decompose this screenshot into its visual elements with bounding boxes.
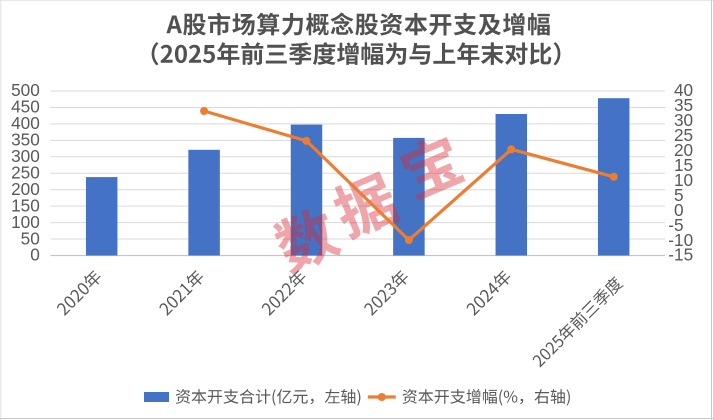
svg-text:150: 150: [11, 195, 40, 215]
svg-text:250: 250: [11, 162, 40, 182]
svg-text:15: 15: [674, 155, 693, 175]
svg-text:400: 400: [11, 113, 40, 133]
svg-text:5: 5: [674, 185, 684, 205]
svg-text:10: 10: [674, 170, 693, 190]
svg-text:20: 20: [674, 140, 693, 160]
svg-text:0: 0: [30, 245, 40, 265]
svg-text:200: 200: [11, 179, 40, 199]
svg-text:-15: -15: [668, 245, 693, 265]
svg-text:25: 25: [674, 125, 693, 145]
svg-text:-10: -10: [668, 230, 693, 250]
svg-text:350: 350: [11, 130, 40, 150]
svg-text:40: 40: [674, 80, 693, 100]
svg-text:100: 100: [11, 212, 40, 232]
svg-text:450: 450: [11, 97, 40, 117]
svg-text:500: 500: [11, 80, 40, 100]
svg-text:50: 50: [21, 228, 40, 248]
svg-text:0: 0: [674, 200, 684, 220]
svg-text:300: 300: [11, 146, 40, 166]
svg-text:35: 35: [674, 95, 693, 115]
svg-text:-5: -5: [668, 215, 683, 235]
svg-text:30: 30: [674, 110, 693, 130]
